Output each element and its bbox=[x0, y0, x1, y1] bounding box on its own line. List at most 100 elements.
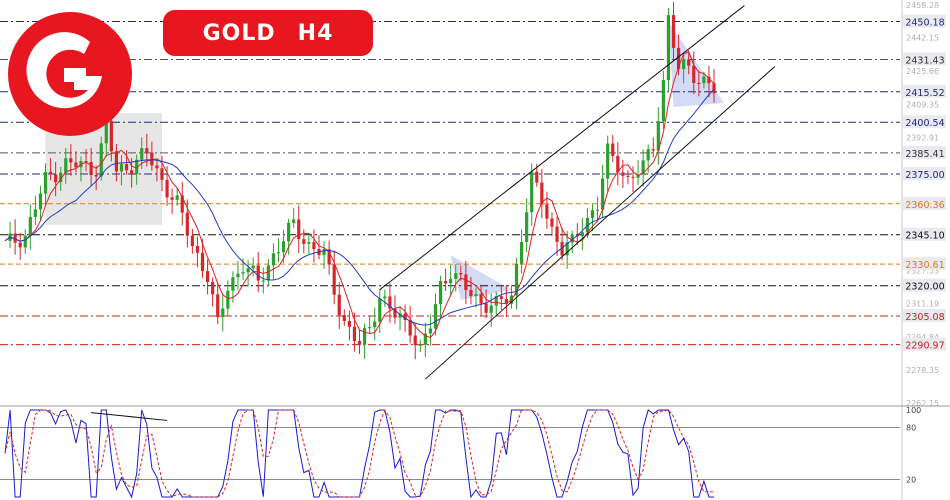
candle-body bbox=[231, 277, 235, 291]
level-label: 2290.97 bbox=[905, 341, 944, 352]
level-label: 2345.10 bbox=[905, 231, 944, 242]
candle-body bbox=[362, 328, 367, 345]
candle-body bbox=[641, 160, 645, 175]
level-label-bg bbox=[903, 196, 946, 210]
candle-body bbox=[119, 164, 124, 172]
candle-body bbox=[484, 303, 488, 313]
candle-body bbox=[398, 313, 402, 318]
candle-body bbox=[221, 308, 225, 318]
candle-body bbox=[109, 121, 113, 152]
level-label: 2431.43 bbox=[905, 56, 944, 67]
candle-body bbox=[33, 209, 37, 217]
candle-body bbox=[525, 212, 529, 242]
level-labels: 2450.18 2431.43 2415.52 2400.54 2385.41 2375.… bbox=[903, 14, 946, 352]
price-tick-label: 2425.66 bbox=[906, 67, 939, 76]
candle-body bbox=[276, 252, 281, 254]
candle-body bbox=[38, 193, 43, 210]
candle-body bbox=[23, 235, 27, 248]
price-tick-label: 2392.91 bbox=[906, 134, 939, 143]
candle-body bbox=[519, 241, 524, 264]
candle-body bbox=[43, 171, 48, 194]
price-tick-label: 2278.35 bbox=[906, 366, 939, 375]
candle-body bbox=[707, 76, 711, 84]
candle-body bbox=[104, 121, 108, 144]
candlesticks bbox=[8, 1, 716, 360]
candle-body bbox=[373, 321, 377, 328]
candle-body bbox=[601, 178, 605, 210]
level-label-bg bbox=[903, 278, 946, 292]
candle-body bbox=[302, 239, 306, 244]
candle-body bbox=[550, 218, 554, 227]
level-label-bg bbox=[903, 257, 946, 271]
price-tick-label: 2442.15 bbox=[906, 34, 939, 43]
candle-body bbox=[94, 174, 98, 177]
stoch-tick-label: 100 bbox=[906, 406, 921, 415]
candle-body bbox=[535, 171, 539, 183]
candle-body bbox=[545, 204, 549, 219]
candle-body bbox=[130, 170, 134, 175]
ma-slow-line bbox=[4, 88, 715, 326]
level-label: 2400.54 bbox=[905, 118, 944, 129]
candle-body bbox=[631, 176, 635, 178]
timeframe-label: H4 bbox=[297, 20, 334, 46]
candle-body bbox=[423, 333, 427, 345]
candle-body bbox=[251, 265, 255, 269]
candle-body bbox=[459, 273, 463, 275]
candle-body bbox=[342, 315, 346, 322]
candle-body bbox=[185, 212, 189, 236]
candle-body bbox=[54, 174, 58, 183]
candle-body bbox=[606, 143, 610, 179]
price-tick-label: 2409.35 bbox=[906, 100, 939, 109]
candle-body bbox=[69, 158, 73, 163]
candle-body bbox=[646, 149, 650, 161]
level-label: 2305.08 bbox=[905, 312, 944, 323]
candle-body bbox=[327, 249, 331, 265]
candle-body bbox=[59, 172, 63, 183]
stoch-tick-label: 20 bbox=[906, 476, 916, 485]
candle-body bbox=[530, 171, 534, 213]
candle-body bbox=[281, 241, 286, 253]
horizontal-levels bbox=[0, 20, 900, 346]
candle-body bbox=[692, 65, 696, 84]
candle-body bbox=[322, 249, 326, 256]
candle-body bbox=[438, 281, 443, 305]
candle-body bbox=[297, 219, 301, 240]
candle-body bbox=[18, 242, 22, 248]
candle-body bbox=[84, 161, 88, 163]
candle-body bbox=[433, 304, 438, 329]
candle-body bbox=[671, 15, 676, 48]
candle-body bbox=[160, 168, 164, 180]
candle-body bbox=[611, 143, 615, 156]
candle-body bbox=[469, 290, 473, 297]
candle-body bbox=[383, 296, 387, 299]
candle-body bbox=[28, 216, 32, 236]
brand-logo bbox=[8, 12, 132, 136]
level-label-bg bbox=[903, 227, 946, 241]
candle-body bbox=[489, 305, 493, 313]
price-tick-label: 2311.19 bbox=[906, 300, 939, 309]
title-badge: GOLD H4 bbox=[163, 10, 373, 56]
candle-body bbox=[656, 121, 660, 151]
candle-body bbox=[580, 232, 584, 237]
candle-body bbox=[271, 253, 276, 266]
candle-body bbox=[595, 209, 600, 211]
level-label: 2320.00 bbox=[905, 282, 944, 293]
candle-body bbox=[514, 263, 519, 296]
candle-body bbox=[352, 326, 357, 341]
candle-body bbox=[590, 210, 595, 218]
candle-body bbox=[499, 296, 503, 300]
candle-body bbox=[155, 165, 159, 169]
candle-body bbox=[312, 242, 316, 249]
candle-body bbox=[145, 148, 149, 153]
candle-body bbox=[560, 241, 564, 256]
candle-body bbox=[190, 235, 194, 246]
candle-body bbox=[241, 272, 245, 274]
stoch-d-line bbox=[4, 409, 714, 498]
level-label-bg bbox=[903, 337, 946, 351]
candle-body bbox=[150, 152, 154, 166]
candle-body bbox=[307, 242, 311, 244]
candle-body bbox=[479, 294, 483, 304]
candle-body bbox=[48, 171, 53, 175]
candle-body bbox=[388, 296, 392, 309]
channel-upper-line bbox=[379, 5, 745, 291]
